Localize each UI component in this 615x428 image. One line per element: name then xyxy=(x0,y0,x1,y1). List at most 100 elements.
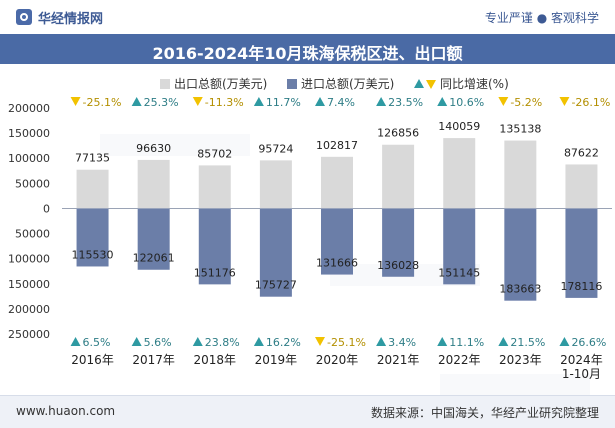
import-bar xyxy=(565,208,598,298)
y-tick-label: 50000 xyxy=(15,228,50,241)
export-bar xyxy=(443,138,476,209)
export-bar xyxy=(504,140,537,209)
x-tick-label: 2021年 xyxy=(377,353,420,367)
import-bar xyxy=(137,208,170,270)
export-bar xyxy=(76,169,109,209)
bars xyxy=(76,138,598,301)
import-value-label: 151145 xyxy=(438,266,480,279)
import-bar xyxy=(76,208,109,267)
export-growth-up-icon xyxy=(131,97,142,106)
x-tick-label: 2023年 xyxy=(499,353,542,367)
export-value-label: 85702 xyxy=(197,147,232,160)
import-growth-label: 26.6% xyxy=(571,336,606,349)
chart-title: 2016-2024年10月珠海保税区进、出口额 xyxy=(152,44,463,63)
import-growth-up-icon xyxy=(131,337,142,346)
import-bar xyxy=(321,208,353,275)
export-bar xyxy=(382,144,415,209)
y-tick-label: 200000 xyxy=(8,303,50,316)
import-bar xyxy=(259,208,292,297)
legend-export-label: 出口总额(万美元) xyxy=(174,77,267,91)
import-value-label: 115530 xyxy=(72,248,114,261)
top-bar: 华经情报网 专业严谨 ● 客观科学 xyxy=(0,0,615,35)
import-bar xyxy=(443,208,476,285)
legend-import-label: 进口总额(万美元) xyxy=(301,77,394,91)
import-value-label: 178116 xyxy=(560,280,602,293)
x-tick-label: 2022年 xyxy=(438,353,481,367)
export-growth-label: -25.1% xyxy=(83,96,122,109)
x-tick-label: 2018年 xyxy=(194,353,237,367)
legend-export-swatch xyxy=(160,79,170,89)
export-growth-label: 11.7% xyxy=(266,96,301,109)
y-tick-label: 50000 xyxy=(15,177,50,190)
export-growth-label: 10.6% xyxy=(449,96,484,109)
import-bar xyxy=(198,208,231,285)
x-tick-label: 1-10月 xyxy=(562,367,601,381)
legend-growth-label: 同比增速(%) xyxy=(440,77,509,91)
export-growth-label: 23.5% xyxy=(388,96,423,109)
export-value-label: 135138 xyxy=(499,123,541,136)
import-growth-up-icon xyxy=(192,337,203,346)
legend: 出口总额(万美元) 进口总额(万美元) 同比增速(%) xyxy=(160,77,509,91)
export-value-label: 77135 xyxy=(75,152,110,165)
export-growth-label: 7.4% xyxy=(327,96,355,109)
export-growth-down-icon xyxy=(70,97,81,106)
export-growth-down-icon xyxy=(498,97,509,106)
export-growth-up-icon xyxy=(253,97,264,106)
import-growth-down-icon xyxy=(315,337,325,346)
export-growth-up-icon xyxy=(437,97,448,106)
import-growth-label: 3.4% xyxy=(388,336,416,349)
import-growth-label: 16.2% xyxy=(266,336,301,349)
x-tick-label: 2019年 xyxy=(255,353,298,367)
import-growth-up-icon xyxy=(70,337,81,346)
y-tick-label: 250000 xyxy=(8,328,50,341)
import-growth-label: 11.1% xyxy=(449,336,484,349)
export-bar xyxy=(137,159,170,209)
export-growth-down-icon xyxy=(559,97,570,106)
export-growth-up-icon xyxy=(315,97,325,106)
watermark-2 xyxy=(440,374,590,395)
x-tick-label: 2016年 xyxy=(71,353,114,367)
import-value-label: 122061 xyxy=(133,252,175,265)
import-value-label: 183663 xyxy=(499,283,541,296)
export-growth-label: -5.2% xyxy=(510,96,542,109)
export-value-label: 126856 xyxy=(377,127,419,140)
y-tick-label: 150000 xyxy=(8,278,50,291)
import-value-label: 151176 xyxy=(194,266,236,279)
watermark-0 xyxy=(100,134,250,156)
import-bar xyxy=(504,208,537,301)
y-tick-label: 100000 xyxy=(8,253,50,266)
import-growth-label: -25.1% xyxy=(327,336,366,349)
footer: www.huaon.com 数据来源：中国海关，华经产业研究院整理 xyxy=(0,395,615,428)
import-growth-up-icon xyxy=(559,337,570,346)
export-growth-label: -26.1% xyxy=(571,96,610,109)
logo-text: 华经情报网 xyxy=(38,11,104,27)
export-value-label: 140059 xyxy=(438,120,480,133)
bar-chart: 出口总额(万美元) 进口总额(万美元) 同比增速(%) 200000 150000 10… xyxy=(8,77,612,395)
import-growth-label: 21.5% xyxy=(510,336,545,349)
footer-url: www.huaon.com xyxy=(16,404,116,418)
import-growth-up-icon xyxy=(498,337,509,346)
export-value-label: 96630 xyxy=(136,142,171,155)
import-value-label: 136028 xyxy=(377,259,419,272)
import-bar xyxy=(382,208,415,277)
export-value-label: 102817 xyxy=(316,139,358,152)
y-tick-label: 200000 xyxy=(8,102,50,115)
legend-import-swatch xyxy=(287,79,297,89)
y-tick-label: 0 xyxy=(43,202,50,215)
import-growth-label: 6.5% xyxy=(83,336,111,349)
import-growth-label: 23.8% xyxy=(205,336,240,349)
y-tick-label: 150000 xyxy=(8,127,50,140)
legend-down-arrow xyxy=(426,80,436,89)
data-labels: 77135 115530 -25.1% 6.5% 96630 122061 25.3% 5.6… xyxy=(70,96,610,349)
export-bar xyxy=(565,164,598,209)
tagline: 专业严谨 ● 客观科学 xyxy=(484,11,599,25)
export-growth-up-icon xyxy=(376,97,387,106)
export-value-label: 95724 xyxy=(258,142,293,155)
import-growth-up-icon xyxy=(253,337,264,346)
legend-up-arrow xyxy=(414,79,424,88)
export-growth-down-icon xyxy=(192,97,203,106)
export-growth-label: 25.3% xyxy=(144,96,179,109)
import-value-label: 175727 xyxy=(255,279,297,292)
export-bar xyxy=(259,160,292,209)
